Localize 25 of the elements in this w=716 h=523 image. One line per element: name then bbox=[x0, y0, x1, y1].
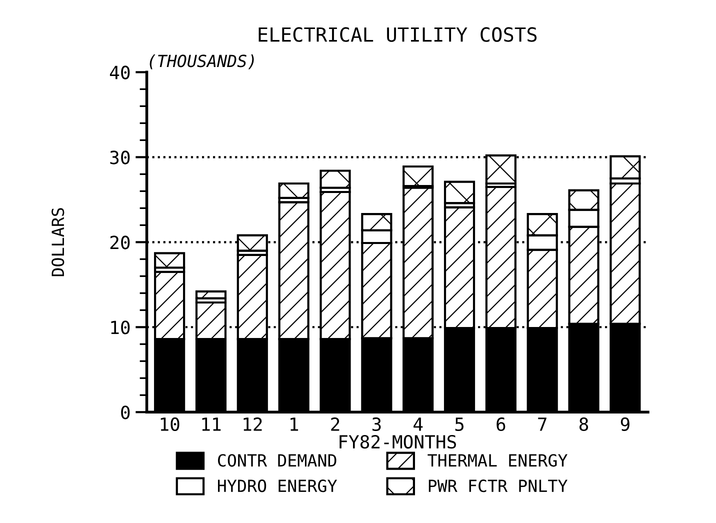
x-axis-title: FY82-MONTHS bbox=[340, 434, 456, 449]
x-tick-label: 12 bbox=[244, 417, 262, 431]
x-tick-label: 1 bbox=[290, 418, 298, 431]
x-tick-label: 3 bbox=[372, 417, 381, 432]
y-axis-title: DOLLARS bbox=[52, 208, 64, 276]
legend-label: PWR FCTR PNLTY bbox=[428, 480, 568, 492]
legend-label: CONTR DEMAND bbox=[218, 454, 336, 467]
text: (THOUSANDS) bbox=[150, 54, 254, 70]
x-tick-label: 10 bbox=[160, 417, 180, 432]
y-tick-label: 30 bbox=[110, 150, 130, 164]
x-tick-label: 7 bbox=[538, 418, 546, 431]
y-tick-label: 20 bbox=[110, 236, 130, 250]
x-tick-label: 6 bbox=[496, 417, 506, 432]
x-tick-label: 5 bbox=[455, 418, 464, 432]
x-tick-label: 11 bbox=[202, 418, 221, 431]
x-tick-label: 8 bbox=[579, 417, 588, 432]
legend-label: THERMAL ENERGY bbox=[428, 454, 568, 467]
y-tick-label: 10 bbox=[111, 320, 130, 334]
chart-title: ELECTRICAL UTILITY COSTS bbox=[258, 27, 537, 42]
y-tick-label: 40 bbox=[110, 66, 130, 80]
x-tick-label: 4 bbox=[414, 418, 423, 431]
x-tick-label: 9 bbox=[620, 417, 630, 432]
y-tick-label: 0 bbox=[121, 406, 130, 420]
legend-label: HYDRO ENERGY bbox=[218, 480, 337, 492]
x-tick-label: 2 bbox=[331, 417, 340, 431]
